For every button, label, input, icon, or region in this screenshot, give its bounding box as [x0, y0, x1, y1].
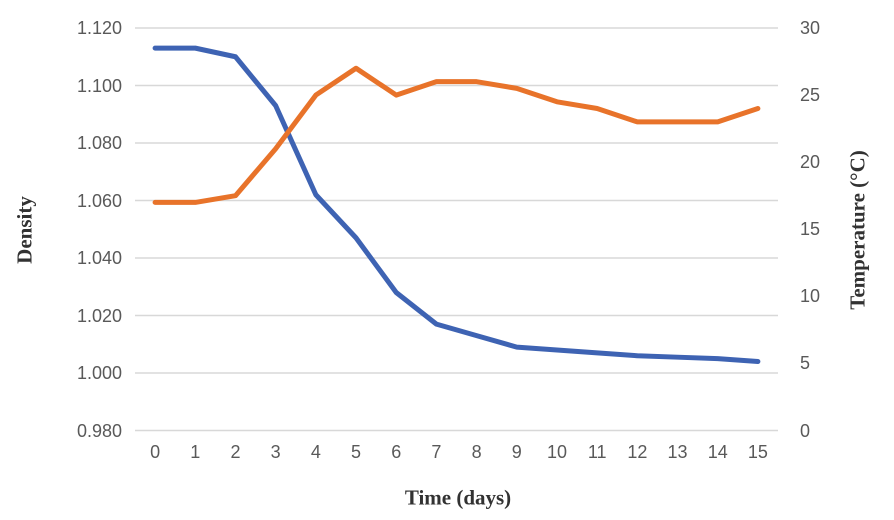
- left-axis-tick-label: 1.060: [76, 190, 122, 211]
- x-axis-tick-label: 10: [546, 442, 567, 462]
- series-line-density: [152, 45, 761, 364]
- right-axis-tick-label: 20: [800, 152, 821, 173]
- right-axis-tick-label: 10: [800, 286, 821, 307]
- x-axis-tick-label: 0: [150, 442, 161, 462]
- left-axis-tick-label: 1.000: [76, 363, 122, 383]
- right-axis-tick-label: 30: [800, 18, 821, 38]
- x-axis-tick-label: 13: [667, 442, 688, 462]
- x-axis-tick-label: 11: [587, 442, 607, 462]
- x-axis-tick-label: 15: [747, 442, 768, 462]
- left-axis-tick-label: 1.020: [76, 305, 122, 326]
- left-axis-title: Density: [12, 196, 37, 264]
- x-axis-tick-label: 3: [270, 442, 281, 462]
- right-axis-tick-label: 25: [800, 85, 821, 106]
- x-axis-tick-label: 8: [471, 442, 482, 462]
- x-axis-tick-label: 5: [351, 442, 362, 462]
- x-axis-tick-label: 1: [190, 442, 201, 462]
- x-axis-title: Time (days): [404, 485, 512, 510]
- right-axis-title: Temperature (°C): [845, 150, 870, 310]
- left-axis-tick-label: 0.980: [76, 420, 122, 441]
- left-axis-tick-label: 1.120: [76, 18, 122, 38]
- series-line-temperature: [152, 65, 761, 205]
- x-axis-tick-label: 4: [310, 442, 321, 462]
- x-axis-tick-label: 12: [627, 442, 648, 462]
- right-axis-tick-label: 0: [800, 420, 811, 441]
- x-axis-tick-label: 2: [230, 442, 241, 462]
- right-axis-tick-label: 15: [800, 219, 821, 240]
- right-axis-tick-label: 5: [800, 353, 811, 374]
- x-axis-tick-label: 14: [707, 442, 728, 462]
- x-axis-tick-label: 7: [431, 442, 442, 462]
- left-axis-tick-label: 1.080: [76, 133, 122, 153]
- left-axis-tick-label: 1.100: [76, 75, 122, 96]
- left-axis-tick-label: 1.040: [76, 248, 122, 268]
- x-axis-tick-label: 6: [391, 442, 402, 462]
- x-axis-tick-label: 9: [511, 442, 522, 462]
